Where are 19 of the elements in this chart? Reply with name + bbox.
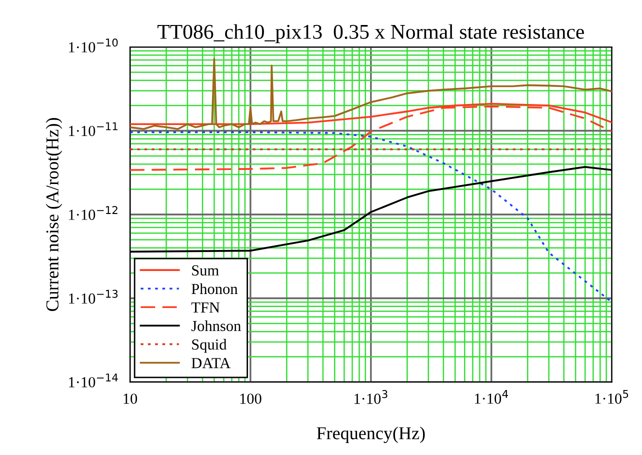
legend-label: DATA <box>192 358 231 368</box>
y-tick-label: 1·10$^{−13}$ <box>69 290 118 304</box>
x-tick-label: 1·10$^{4}$ <box>474 390 508 404</box>
y-tick-label: 1·10$^{−10}$ <box>69 38 118 52</box>
y-tick-label: 1·10$^{−11}$ <box>69 122 118 136</box>
legend-label: Sum <box>192 265 219 276</box>
x-tick-label: 10 <box>124 394 138 404</box>
x-tick-label: 1·10$^{5}$ <box>595 390 628 404</box>
legend-label: Squid <box>192 338 227 353</box>
legend-label: TFN <box>191 302 220 312</box>
y-tick-label: 1·10$^{−14}$ <box>69 374 118 388</box>
chart-title: TT086_ch10_pix13 0.35 x Normal state resistance <box>158 24 584 44</box>
legend-label: Phonon <box>192 283 238 294</box>
legend-label: Johnson <box>191 320 241 332</box>
x-axis-title: Frequency(Hz) <box>316 426 425 444</box>
y-axis-title: Current noise (A/root(Hz)) <box>46 118 62 312</box>
y-tick-label: 1·10$^{−12}$ <box>69 206 118 220</box>
x-tick-label: 1·10$^{3}$ <box>354 390 388 404</box>
x-tick-label: 100 <box>240 394 262 404</box>
